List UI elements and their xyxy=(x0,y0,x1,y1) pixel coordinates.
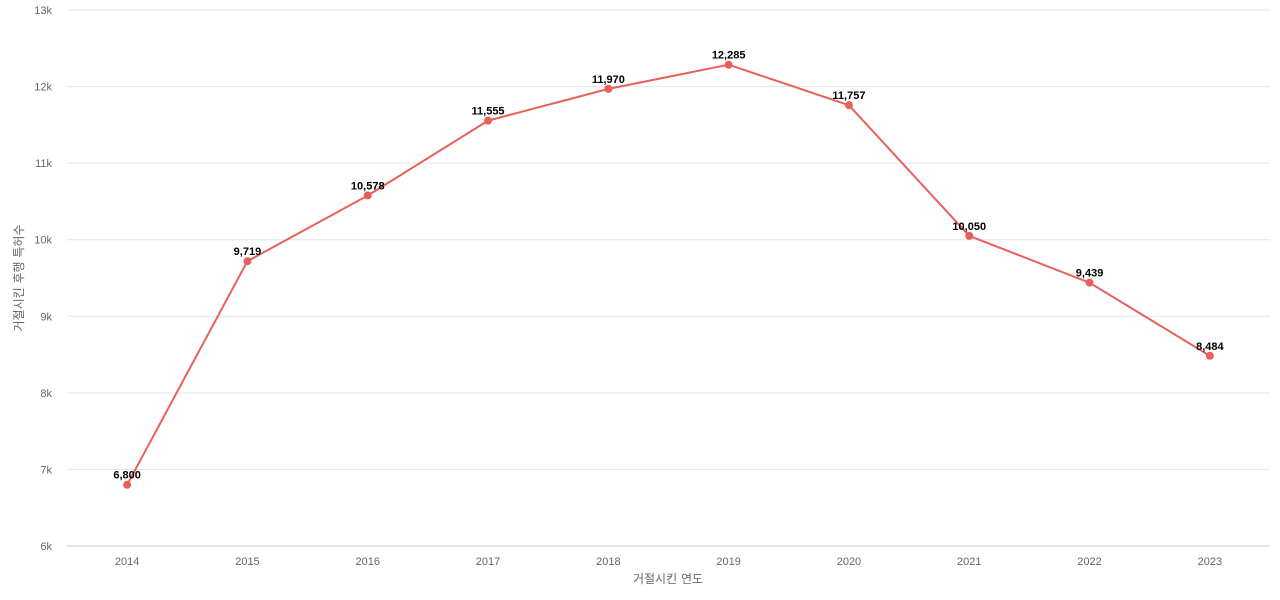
grid xyxy=(67,9,1270,547)
y-tick-label: 10k xyxy=(34,235,52,247)
x-tick-label: 2016 xyxy=(356,556,380,568)
data-label: 11,555 xyxy=(472,106,505,118)
data-point[interactable] xyxy=(724,60,733,69)
y-axis: 6k 7k 8k 9k 10k 11k 12k 13k xyxy=(34,5,52,553)
y-tick-label: 6k xyxy=(40,541,52,553)
x-tick-label: 2021 xyxy=(957,556,981,568)
y-tick-label: 8k xyxy=(40,388,52,400)
data-point[interactable] xyxy=(484,116,493,125)
x-tick-label: 2020 xyxy=(837,556,861,568)
data-point[interactable] xyxy=(243,257,252,266)
x-axis-title: 거절시킨 연도 xyxy=(633,572,703,586)
x-axis: 2014 2015 2016 2017 2018 2019 2020 2021 2022 2023 xyxy=(115,556,1222,568)
data-label: 10,050 xyxy=(952,221,986,233)
data-label: 9,439 xyxy=(1076,268,1104,280)
data-label: 11,757 xyxy=(832,90,865,102)
y-axis-title: 거절시킨 후행 특허수 xyxy=(11,225,26,332)
data-point[interactable] xyxy=(844,101,853,110)
data-label: 12,285 xyxy=(712,50,746,62)
x-tick-label: 2022 xyxy=(1077,556,1101,568)
y-tick-label: 7k xyxy=(40,464,52,476)
y-tick-label: 9k xyxy=(40,311,52,323)
y-tick-label: 13k xyxy=(34,5,52,17)
data-label: 6,800 xyxy=(113,470,141,482)
x-tick-label: 2023 xyxy=(1198,556,1222,568)
series-line xyxy=(126,63,1211,486)
y-tick-label: 11k xyxy=(35,158,52,170)
data-point[interactable] xyxy=(1205,351,1214,360)
data-label: 10,578 xyxy=(351,180,385,192)
data-point[interactable] xyxy=(363,191,372,200)
x-tick-label: 2014 xyxy=(115,556,139,568)
x-tick-label: 2018 xyxy=(596,556,620,568)
data-point[interactable] xyxy=(604,84,613,93)
series-layer: 6,800 9,719 10,578 11,555 11,970 12,285 11,757… xyxy=(113,50,1224,489)
data-label: 8,484 xyxy=(1196,341,1224,353)
data-point[interactable] xyxy=(1085,278,1094,287)
data-label: 11,970 xyxy=(592,74,625,86)
x-tick-label: 2015 xyxy=(235,556,259,568)
x-tick-label: 2019 xyxy=(716,556,740,568)
y-tick-label: 12k xyxy=(34,82,52,94)
data-label: 9,719 xyxy=(234,246,262,258)
data-point[interactable] xyxy=(965,231,974,240)
data-point[interactable] xyxy=(123,480,132,489)
x-tick-label: 2017 xyxy=(476,556,500,568)
